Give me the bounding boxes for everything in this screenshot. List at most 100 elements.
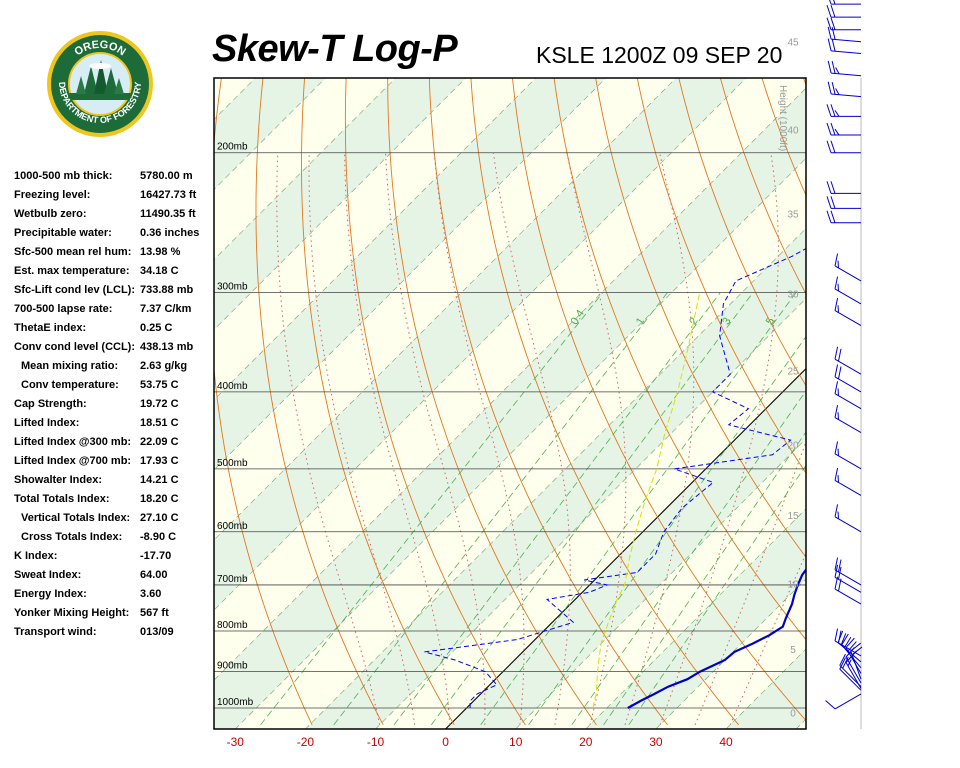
isotherm-band bbox=[816, 28, 960, 768]
stat-label: Cross Totals Index: bbox=[21, 531, 123, 543]
wind-barb-feather bbox=[829, 0, 832, 5]
wind-barb-feather bbox=[831, 61, 836, 74]
wind-barb-shaft bbox=[834, 358, 862, 375]
wind-barb-feather bbox=[831, 38, 836, 52]
isobar-label: 600mb bbox=[217, 521, 248, 532]
stat-row: Energy Index: 3.60 bbox=[14, 586, 214, 605]
wind-barb-feather bbox=[826, 196, 832, 209]
stat-row: Yonker Mixing Height: 567 ft bbox=[14, 605, 214, 624]
stat-row: Sweat Index: 64.00 bbox=[14, 567, 214, 586]
mixing-ratio-label: 1 bbox=[634, 316, 647, 328]
stat-row: Lifted Index: 18.51 C bbox=[14, 415, 214, 434]
stat-value: 14.21 C bbox=[140, 474, 179, 486]
wind-barb-feather bbox=[834, 405, 839, 418]
stat-value: 013/09 bbox=[140, 626, 174, 638]
isobar-label: 200mb bbox=[217, 142, 248, 153]
stat-label: Freezing level: bbox=[14, 189, 91, 201]
wind-barb-shaft bbox=[845, 656, 862, 684]
stat-value: 18.51 C bbox=[140, 417, 179, 429]
wind-barb-shaft bbox=[834, 310, 862, 326]
stat-value: -17.70 bbox=[140, 550, 172, 562]
stat-label: Conv cond level (CCL): bbox=[14, 341, 136, 353]
stat-row: Cross Totals Index: -8.90 C bbox=[14, 529, 214, 548]
height-tick-label: 35 bbox=[787, 209, 799, 220]
wind-barb-feather bbox=[834, 128, 840, 136]
wind-barb bbox=[834, 276, 862, 305]
temperature-tick-label: -20 bbox=[297, 735, 315, 749]
wind-barb-feather bbox=[839, 653, 846, 666]
stat-value: 567 ft bbox=[140, 607, 169, 619]
wind-barb-feather bbox=[830, 196, 836, 209]
stat-row: Cap Strength: 19.72 C bbox=[14, 396, 214, 415]
stat-row: Conv temperature: 53.75 C bbox=[14, 377, 214, 396]
isobar-label: 1000mb bbox=[217, 697, 254, 708]
wind-barb-feather bbox=[834, 253, 839, 267]
height-axis-label: Height (1000ft) bbox=[777, 85, 788, 151]
stat-row: Precipitable water: 0.36 inches bbox=[14, 225, 214, 244]
wind-barb-feather bbox=[834, 557, 839, 571]
wind-barb-shaft bbox=[831, 93, 862, 98]
wind-barb-shaft bbox=[834, 288, 862, 305]
mixing-ratio-line bbox=[260, 292, 604, 726]
isobar-label: 900mb bbox=[217, 661, 248, 672]
wind-barb-shaft bbox=[834, 393, 862, 410]
wind-barb-feather bbox=[830, 210, 836, 223]
wind-barb-shaft bbox=[834, 479, 862, 496]
wind-barb-shaft bbox=[834, 693, 862, 710]
wind-barb bbox=[825, 693, 862, 710]
stat-label: 1000-500 mb thick: bbox=[14, 170, 113, 182]
wind-barb-shaft bbox=[834, 640, 862, 657]
wind-barb-shaft bbox=[834, 569, 862, 586]
stat-row: 700-500 lapse rate: 7.37 C/km bbox=[14, 301, 214, 320]
dry-adiabat bbox=[301, 78, 455, 726]
wind-barb bbox=[834, 467, 862, 496]
wind-barb bbox=[826, 196, 861, 209]
station-time-title: KSLE 1200Z 09 SEP 20 bbox=[536, 42, 783, 68]
dry-adiabat bbox=[595, 78, 806, 559]
stat-label: 700-500 lapse rate: bbox=[14, 303, 113, 315]
isotherm bbox=[214, 78, 677, 541]
wind-barb-feather bbox=[837, 559, 842, 573]
dry-adiabat bbox=[470, 78, 739, 726]
mixing-ratio-label: 5 bbox=[764, 316, 777, 328]
stat-label: Conv temperature: bbox=[21, 379, 119, 391]
stat-label: Vertical Totals Index: bbox=[21, 512, 131, 524]
wind-barb-feather bbox=[840, 633, 847, 646]
wind-barb-feather bbox=[834, 110, 840, 117]
wind-barb-feather bbox=[835, 67, 840, 75]
stats-panel: 1000-500 mb thick: 5780.00 m Freezing leve… bbox=[14, 168, 214, 643]
stat-value: 34.18 C bbox=[140, 265, 179, 277]
stat-row: Sfc-Lift cond lev (LCL): 733.88 mb bbox=[14, 282, 214, 301]
height-tick-label: 30 bbox=[787, 290, 799, 301]
stat-row: Lifted Index @300 mb: 22.09 C bbox=[14, 434, 214, 453]
page-title: Skew-T Log-P bbox=[212, 28, 458, 70]
stat-label: Cap Strength: bbox=[14, 398, 87, 410]
mixing-ratio-label: 3 bbox=[720, 316, 733, 328]
wind-barb-feather bbox=[830, 181, 836, 194]
wind-barb-feather bbox=[830, 104, 836, 117]
wind-barb bbox=[826, 17, 861, 31]
stat-row: Lifted Index @700 mb: 17.93 C bbox=[14, 453, 214, 472]
stat-value: 733.88 mb bbox=[140, 284, 194, 296]
wind-barb bbox=[837, 630, 862, 663]
wind-barb-feather bbox=[830, 17, 836, 30]
wind-barb-feather bbox=[837, 366, 842, 379]
stat-label: ThetaE index: bbox=[14, 322, 87, 334]
dry-adiabat bbox=[678, 78, 806, 387]
plot-frame bbox=[213, 77, 807, 730]
stat-value: 13.98 % bbox=[140, 246, 181, 258]
wind-barb-feather bbox=[839, 657, 846, 670]
wind-barb bbox=[826, 181, 861, 194]
dry-adiabat bbox=[512, 78, 806, 722]
moist-adiabat bbox=[385, 152, 486, 725]
wind-barb-shaft bbox=[834, 417, 862, 433]
wind-barb-feather bbox=[830, 4, 836, 18]
wind-barb-feather bbox=[827, 38, 832, 51]
moist-adiabat bbox=[344, 152, 451, 725]
stat-label: Sfc-Lift cond lev (LCL): bbox=[14, 284, 135, 296]
temperature-tick-label: 20 bbox=[579, 735, 593, 749]
temperature-trace bbox=[627, 567, 806, 709]
wind-barb-feather bbox=[826, 104, 832, 117]
height-tick-label: 0 bbox=[790, 708, 796, 719]
dry-adiabat bbox=[889, 0, 960, 725]
